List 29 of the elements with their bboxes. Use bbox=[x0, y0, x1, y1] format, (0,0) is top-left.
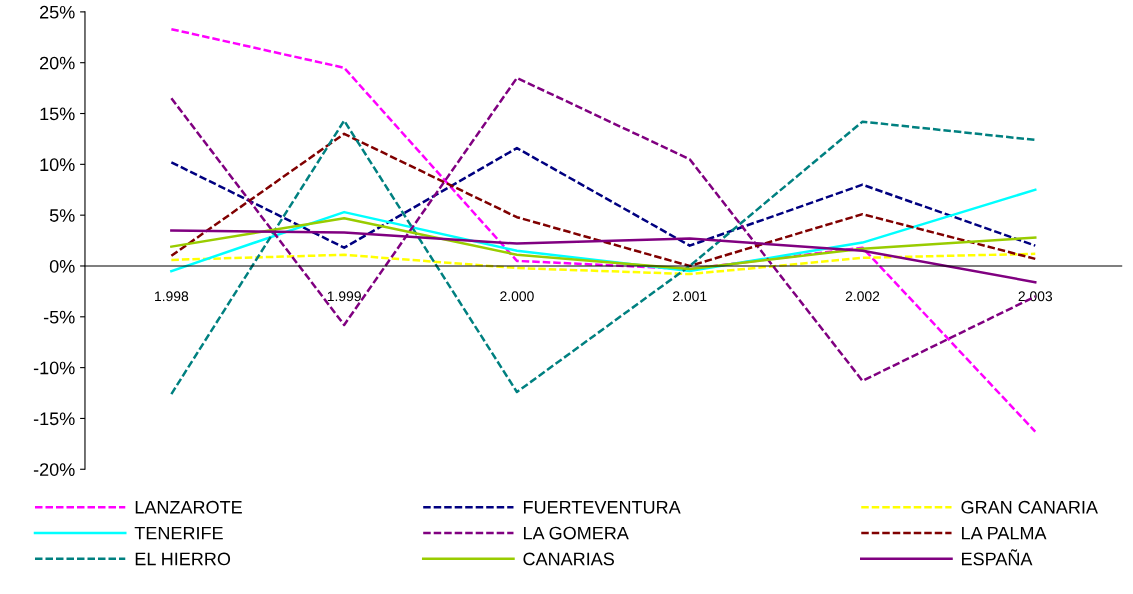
legend-label: LA PALMA bbox=[962, 526, 1047, 540]
y-tick-label: -10% bbox=[33, 361, 75, 375]
line-series bbox=[170, 216, 1037, 271]
x-tick-label: 2.001 bbox=[673, 291, 707, 302]
x-tick-label: 1.999 bbox=[327, 291, 361, 302]
y-tick-label: -5% bbox=[43, 310, 75, 324]
y-tick-label: -15% bbox=[33, 412, 75, 426]
y-tick-label: 5% bbox=[49, 209, 75, 222]
line-series bbox=[170, 132, 1037, 268]
legend-label: LA GOMERA bbox=[523, 526, 629, 540]
x-tick-label: 2.003 bbox=[1018, 291, 1053, 302]
legend-label: FUERTEVENTURA bbox=[523, 501, 681, 514]
line-series bbox=[170, 146, 1037, 249]
y-tick-label: 20% bbox=[40, 56, 75, 70]
line-series bbox=[170, 252, 1037, 276]
legend-label: LANZAROTE bbox=[135, 500, 242, 514]
y-tick-label: 15% bbox=[40, 107, 75, 121]
y-tick-label: 25% bbox=[40, 5, 75, 19]
legend-label: TENERIFE bbox=[134, 526, 223, 540]
legend-label: GRAN CANARIA bbox=[961, 500, 1098, 514]
x-tick-label: 1.998 bbox=[155, 291, 189, 302]
y-tick-label: 10% bbox=[40, 158, 75, 172]
legend-label: ESPAÑA bbox=[962, 549, 1033, 566]
y-tick-label: 0% bbox=[49, 259, 75, 273]
x-tick-label: 2.002 bbox=[845, 291, 880, 302]
y-tick-label: -20% bbox=[33, 463, 75, 476]
x-tick-label: 2.000 bbox=[500, 291, 534, 302]
legend-label: CANARIAS bbox=[523, 552, 614, 566]
legend-label: EL HIERRO bbox=[135, 552, 231, 566]
